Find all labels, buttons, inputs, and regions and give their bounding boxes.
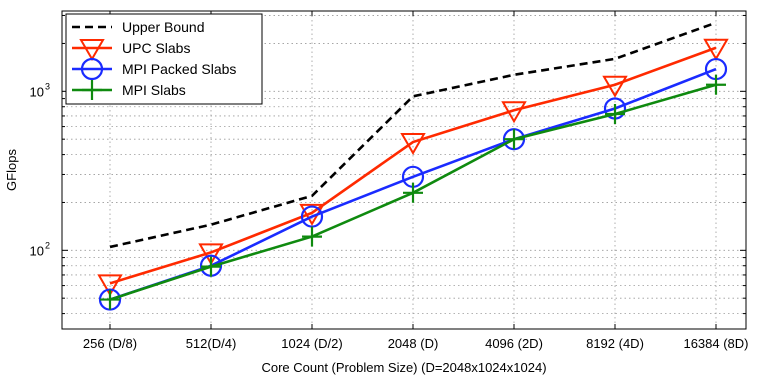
legend-label: MPI Packed Slabs [122,61,236,77]
x-axis-label: Core Count (Problem Size) (D=2048x1024x1… [261,360,546,375]
x-tick-label: 256 (D/8) [83,336,137,351]
data-point [706,74,726,95]
y-tick-label: 10 [30,84,44,99]
legend-item: Upper Bound [72,19,205,35]
legend-label: MPI Slabs [122,82,186,98]
legend-label: Upper Bound [122,19,205,35]
y-axis-label: GFlops [4,149,19,191]
data-point [300,205,324,228]
x-tick-label: 4096 (2D) [485,336,543,351]
y-tick-exponent: 2 [45,240,50,250]
data-point [501,101,527,124]
plot-frame [61,10,747,330]
legend-item: UPC Slabs [72,39,190,61]
legend: Upper Bound UPC Slabs MPI Packed Slabs MPI … [65,13,263,105]
data-point [703,38,729,61]
data-point [198,243,224,266]
series-line [109,46,717,285]
series-mpi-slabs [100,74,726,310]
legend-marker [79,39,105,61]
x-tick-label: 2048 (D) [388,336,439,351]
data-point [400,133,426,155]
data-point [201,256,221,277]
data-point [97,274,123,297]
legend-item: MPI Packed Slabs [72,57,236,81]
y-tick-exponent: 3 [45,81,50,91]
series-upc-slabs [97,38,729,297]
legend-marker [82,80,102,100]
x-tick-label: 512(D/4) [186,336,237,351]
series-layer [97,21,729,311]
data-point [302,226,322,247]
x-tick-label: 8192 (4D) [586,336,644,351]
data-point [602,75,628,98]
legend-label: UPC Slabs [122,40,190,56]
x-tick-label: 16384 (8D) [683,336,748,351]
data-point [100,289,120,310]
y-tick-label: 10 [30,243,44,258]
data-point [605,104,625,125]
legend-item: MPI Slabs [72,80,186,100]
legend-marker [80,57,104,81]
x-tick-label: 1024 (D/2) [281,336,342,351]
data-point [504,129,524,150]
data-point [403,182,423,203]
ticks: 256 (D/8) 512(D/4) 1024 (D/2) 2048 (D) 4096 … [30,11,749,351]
